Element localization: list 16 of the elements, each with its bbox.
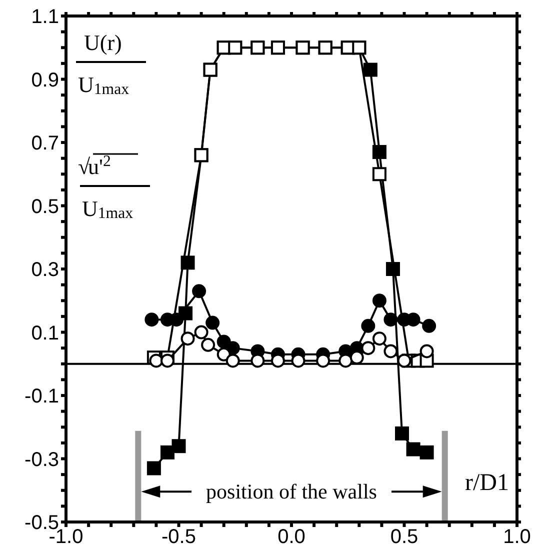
y-tick-label: -0.3: [24, 448, 59, 471]
x-tick-label: 0.5: [390, 526, 418, 548]
annotation: position of the walls: [206, 480, 377, 504]
y-tick-label: -0.1: [24, 386, 59, 408]
y-tick-label: 1.1: [31, 6, 59, 28]
y-axis-title: U(r) U$_{1max}$: [78, 30, 130, 98]
x-tick-label: -0.5: [162, 526, 196, 548]
y-tick-label: 0.1: [31, 322, 59, 344]
y-tick-label: 0.9: [31, 69, 59, 92]
text: √u'$^{2}$ U$_{1max}$: [78, 152, 134, 222]
x-tick-label: 1.0: [503, 526, 531, 548]
x-tick-label: 0.0: [278, 526, 306, 548]
y-tick-label: 0.3: [31, 259, 59, 282]
y-tick-label: 0.5: [31, 196, 59, 218]
x-axis-title: r/D1: [465, 470, 509, 496]
y-tick-label: 0.7: [31, 132, 59, 155]
